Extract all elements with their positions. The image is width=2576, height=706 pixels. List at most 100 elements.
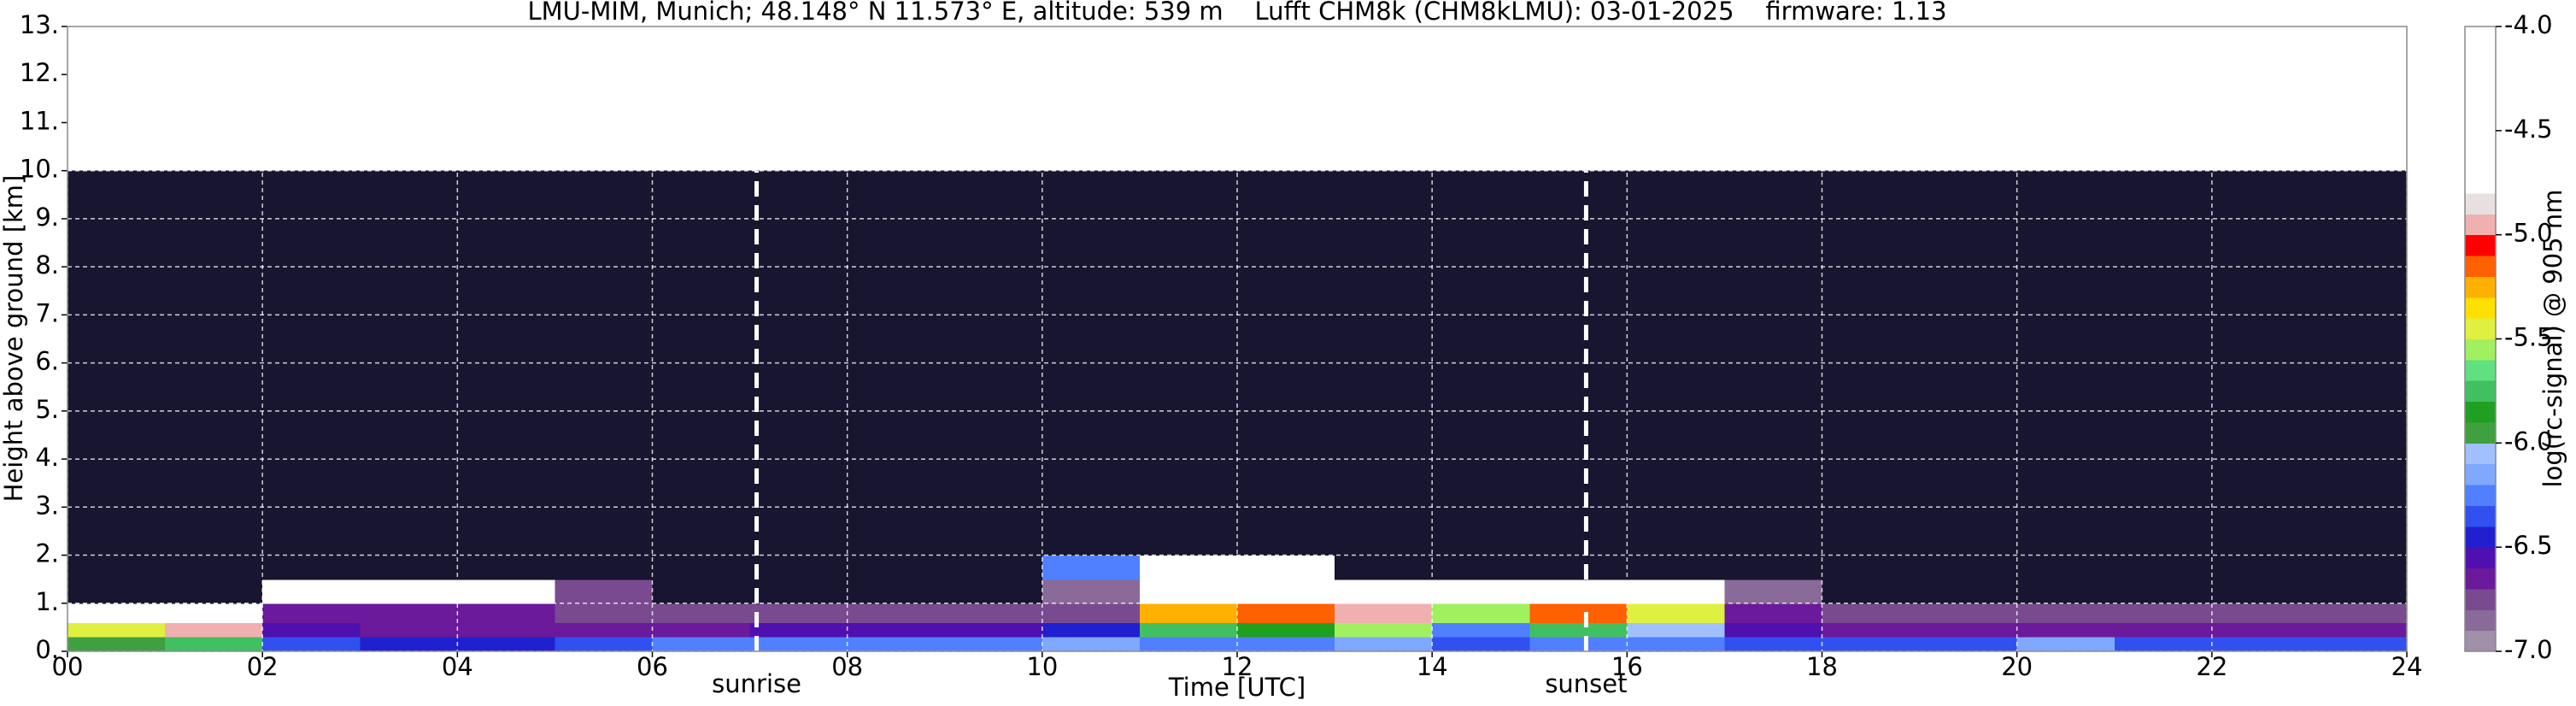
- heatmap-cell: [457, 315, 556, 460]
- colorbar-segment: [2465, 297, 2496, 319]
- colorbar-segment: [2465, 26, 2496, 194]
- heatmap-cell: [555, 579, 654, 604]
- x-axis-label: Time [UTC]: [1168, 673, 1306, 702]
- y-tick-label: 10.: [20, 155, 59, 184]
- colorbar-segment: [2465, 338, 2496, 361]
- heatmap-cell: [1335, 170, 1433, 315]
- heatmap-cell: [1335, 603, 1433, 623]
- heatmap-cell: [555, 315, 654, 460]
- heatmap-cell: [457, 622, 556, 638]
- heatmap-cell: [2211, 315, 2310, 460]
- colorbar-segment: [2465, 588, 2496, 610]
- x-tick-label: 20: [2001, 652, 2033, 681]
- x-tick-label: 24: [2391, 652, 2423, 681]
- heatmap-cell: [457, 170, 556, 315]
- heatmap-cell: [262, 622, 361, 638]
- y-tick-label: 8.: [35, 250, 59, 279]
- heatmap-cell: [165, 579, 263, 604]
- heatmap-cell: [652, 579, 751, 604]
- heatmap-cell: [1919, 622, 2018, 638]
- heatmap-cell: [1042, 622, 1141, 638]
- colorbar-segment: [2465, 568, 2496, 590]
- colorbar-segment: [2465, 380, 2496, 403]
- heatmap-cell: [457, 579, 556, 604]
- heatmap-cell: [1139, 622, 1238, 638]
- chart-title: LMU-MIM, Munich; 48.148° N 11.573° E, al…: [527, 0, 1946, 26]
- colorbar-tick-label: -4.0: [2504, 10, 2553, 39]
- heatmap-cell: [652, 170, 751, 315]
- heatmap-cell: [262, 555, 361, 580]
- heatmap-cell: [1822, 622, 1921, 638]
- heatmap-cell: [2114, 637, 2213, 652]
- heatmap-cell: [1139, 170, 1238, 315]
- x-tick-label: 12: [1222, 652, 1253, 681]
- colorbar-tick-label: -7.0: [2504, 635, 2553, 664]
- heatmap-cell: [1042, 555, 1141, 580]
- heatmap-cell: [2016, 579, 2115, 604]
- heatmap-cell: [262, 579, 361, 604]
- colorbar-segment: [2465, 421, 2496, 444]
- heatmap-cell: [2211, 637, 2310, 652]
- colorbar-segment: [2465, 463, 2496, 485]
- heatmap-cell: [749, 637, 848, 652]
- heatmap-cell: [652, 603, 751, 623]
- heatmap-cell: [360, 579, 458, 604]
- heatmap-cell: [1237, 555, 1335, 580]
- heatmap-cell: [2016, 170, 2115, 315]
- plot-frame: [67, 26, 2408, 652]
- heatmap-cell: [1335, 637, 1433, 652]
- heatmap-cell: [165, 315, 263, 460]
- heatmap-cell: [944, 622, 1043, 638]
- heatmap-cell: [2114, 603, 2213, 623]
- heatmap-cell: [1919, 579, 2018, 604]
- colorbar-segment: [2465, 276, 2496, 298]
- heatmap-cell: [2016, 622, 2115, 638]
- heatmap-cell: [262, 315, 361, 460]
- colorbar-segment: [2465, 256, 2496, 277]
- y-tick-label: 7.: [35, 298, 59, 327]
- heatmap-cell: [1724, 622, 1823, 638]
- heatmap-cell: [67, 315, 166, 460]
- y-tick-label: 2.: [35, 539, 59, 568]
- heatmap-cell: [1237, 622, 1335, 638]
- heatmap-cell: [555, 555, 654, 580]
- heatmap-cell: [847, 622, 946, 638]
- colorbar-tick-label: -5.0: [2504, 219, 2553, 248]
- annotation-label: sunset: [1545, 669, 1627, 698]
- colorbar-segment: [2465, 609, 2496, 632]
- heatmap-cell: [1724, 579, 1823, 604]
- heatmap-cell: [1042, 637, 1141, 652]
- colorbar-segment: [2465, 234, 2496, 256]
- heatmap-cell: [1919, 637, 2018, 652]
- heatmap-cell: [749, 579, 848, 604]
- heatmap-cell: [67, 622, 166, 638]
- heatmap-cell: [847, 637, 946, 652]
- heatmap-cell: [165, 555, 263, 580]
- heatmap-cell: [360, 637, 458, 652]
- heatmap-cell: [2309, 622, 2408, 638]
- colorbar-segment: [2465, 318, 2496, 339]
- heatmap-cell: [1724, 170, 1823, 315]
- heatmap-cell: [2309, 637, 2408, 652]
- heatmap-cell: [1627, 637, 1726, 652]
- heatmap-cell: [2114, 622, 2213, 638]
- x-tick-label: 00: [52, 652, 84, 681]
- heatmap-cell: [749, 603, 848, 623]
- x-tick-label: 18: [1806, 652, 1838, 681]
- heatmap-cell: [2114, 315, 2213, 460]
- heatmap-cell: [1919, 315, 2018, 460]
- x-tick-label: 22: [2196, 652, 2227, 681]
- heatmap-cell: [1237, 315, 1335, 460]
- heatmap-cell: [262, 637, 361, 652]
- y-tick-label: 12.: [20, 58, 59, 87]
- heatmap-cell: [1139, 315, 1238, 460]
- heatmap-cell: [847, 579, 946, 604]
- heatmap-cell: [1432, 637, 1530, 652]
- heatmap-cell: [1237, 170, 1335, 315]
- y-axis-label: Height above ground [km]: [0, 175, 28, 503]
- heatmap-cell: [1335, 555, 1433, 580]
- heatmap-cell: [1627, 315, 1726, 460]
- heatmap-cell: [1139, 603, 1238, 623]
- heatmap-cell: [360, 315, 458, 460]
